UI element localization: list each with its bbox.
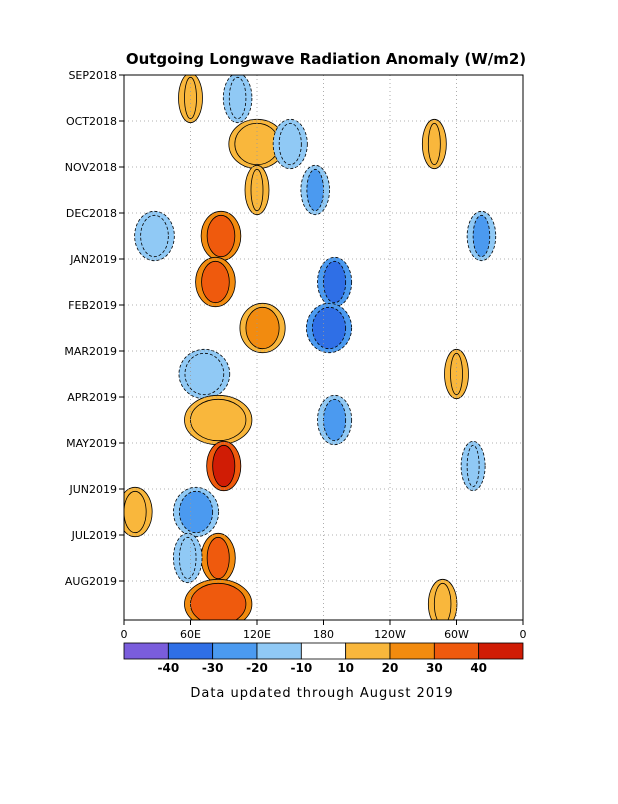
y-tick-label: FEB2019 <box>68 299 117 312</box>
anomaly-core <box>323 398 347 442</box>
anomaly-core <box>184 76 197 120</box>
anomaly-core <box>433 582 452 620</box>
colorbar-swatch <box>433 642 480 660</box>
anomaly-core <box>206 214 236 258</box>
x-tick-label: 60E <box>180 628 201 641</box>
anomaly-core <box>228 76 247 120</box>
y-tick-label: AUG2019 <box>65 575 117 588</box>
anomaly-core <box>278 122 302 166</box>
anomaly-core <box>250 168 264 212</box>
anomaly-core <box>312 306 347 350</box>
y-tick-label: JAN2019 <box>69 253 117 266</box>
colorbar-swatch <box>345 642 391 660</box>
anomaly-core <box>140 214 169 258</box>
chart-title: Outgoing Longwave Radiation Anomaly (W/m… <box>126 50 526 68</box>
x-tick-label: 120E <box>243 628 271 641</box>
x-tick-label: 60W <box>444 628 469 641</box>
colorbar-label: -30 <box>202 661 224 675</box>
data-updated-note: Data updated through August 2019 <box>190 686 453 701</box>
colorbar-swatch <box>256 642 302 660</box>
colorbar-swatch <box>300 642 347 660</box>
y-tick-label: MAR2019 <box>64 345 117 358</box>
anomaly-core <box>323 260 347 304</box>
anomaly-core <box>212 444 236 488</box>
anomaly-core <box>179 536 197 580</box>
y-tick-label: JUL2019 <box>71 529 117 542</box>
colorbar-label: -40 <box>157 661 179 675</box>
colorbar-swatch <box>123 642 169 660</box>
anomaly-core <box>466 444 480 488</box>
colorbar-label: 30 <box>426 661 443 675</box>
anomaly-core <box>184 352 225 396</box>
y-tick-label: APR2019 <box>67 391 117 404</box>
y-tick-label: NOV2018 <box>65 161 117 174</box>
y-tick-label: DEC2018 <box>66 207 117 220</box>
anomaly-core <box>472 214 491 258</box>
anomaly-core <box>124 490 147 534</box>
anomaly-core <box>245 306 280 350</box>
y-tick-label: OCT2018 <box>66 115 117 128</box>
anomaly-core <box>190 582 247 620</box>
anomaly-core <box>206 536 230 580</box>
colorbar-label: 20 <box>382 661 399 675</box>
y-tick-label: JUN2019 <box>68 483 117 496</box>
y-tick-label: SEP2018 <box>68 69 117 82</box>
colorbar-swatch <box>389 642 435 660</box>
colorbar-label: -20 <box>246 661 268 675</box>
anomaly-core <box>306 168 324 212</box>
anomaly-core <box>427 122 441 166</box>
y-tick-label: MAY2019 <box>66 437 117 450</box>
colorbar-label: -10 <box>290 661 312 675</box>
colorbar-swatch <box>212 642 258 660</box>
colorbar-label: 10 <box>337 661 354 675</box>
x-tick-label: 180 <box>313 628 334 641</box>
colorbar-swatch <box>167 642 214 660</box>
x-tick-label: 120W <box>374 628 406 641</box>
anomaly-core <box>201 260 230 304</box>
x-tick-label: 0 <box>121 628 128 641</box>
anomaly-core <box>190 398 247 442</box>
colorbar-swatch <box>478 642 524 660</box>
x-tick-label: 0 <box>520 628 527 641</box>
colorbar-label: 40 <box>470 661 487 675</box>
anomaly-core <box>450 352 463 396</box>
anomaly-core <box>179 490 214 534</box>
